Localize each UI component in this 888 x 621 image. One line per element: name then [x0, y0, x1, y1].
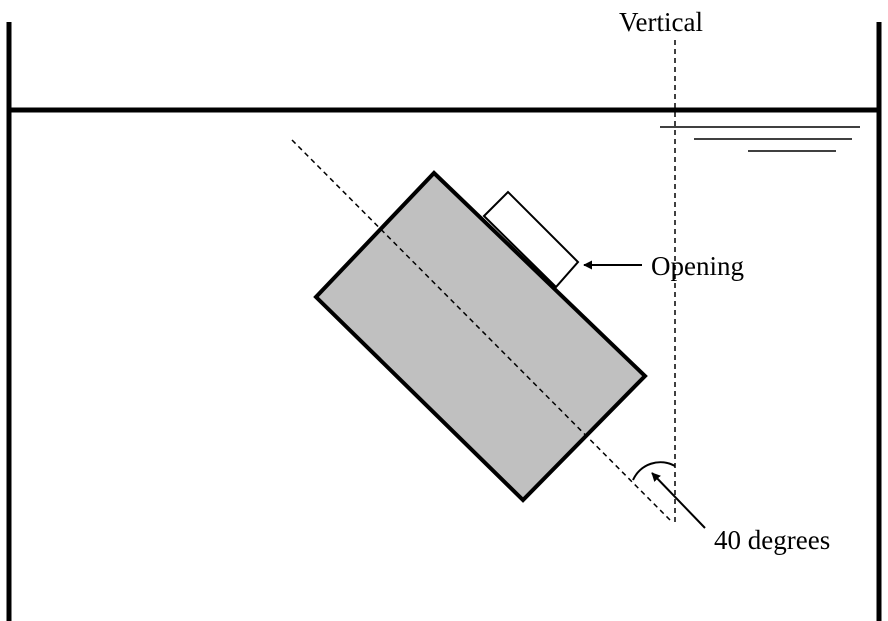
opening-label: Opening: [651, 251, 744, 281]
free-surface-symbol: [660, 126, 860, 152]
angle-arrow: [651, 472, 706, 529]
opening: [482, 190, 580, 289]
angle-label: 40 degrees: [714, 525, 830, 555]
angle-arc: [632, 461, 676, 481]
vertical-label: Vertical: [619, 7, 703, 37]
submerged-body: [313, 170, 648, 503]
